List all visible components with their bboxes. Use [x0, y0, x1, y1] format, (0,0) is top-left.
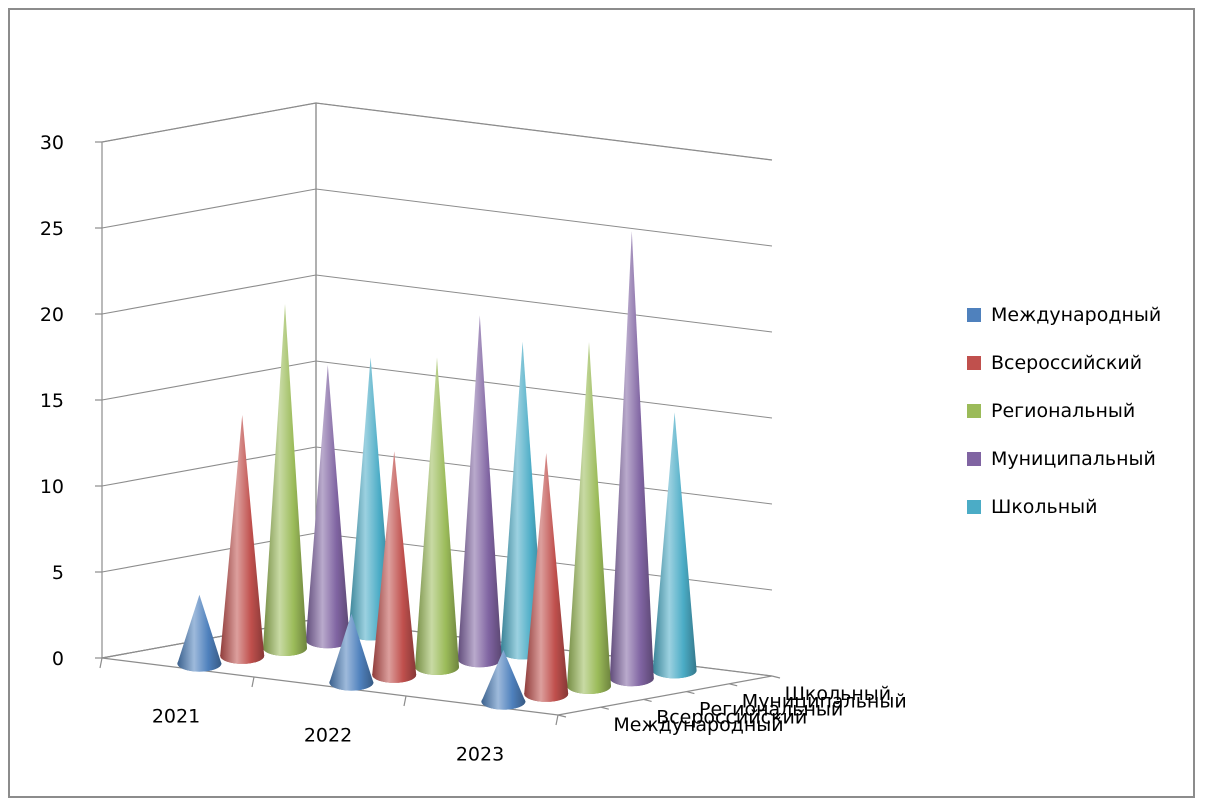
cone-региональный-2023: [567, 342, 611, 694]
y-tick-label: 5: [52, 562, 64, 584]
depth-tick: [557, 714, 567, 718]
gridline: [101, 102, 773, 161]
cone-body: [524, 453, 569, 702]
cone-международный-2022: [329, 613, 374, 691]
legend-item-международный: Международный: [967, 304, 1161, 326]
cone-всероссийский-2023: [524, 453, 569, 702]
depth-tick: [729, 683, 738, 687]
cone-body: [500, 341, 545, 660]
depth-tick: [686, 691, 695, 695]
cone-body: [220, 415, 265, 664]
cone-всероссийский-2021: [220, 415, 265, 664]
legend-label: Муниципальный: [991, 448, 1156, 470]
cone-региональный-2021: [263, 304, 307, 656]
legend-label: Всероссийский: [991, 352, 1142, 374]
gridline: [101, 360, 773, 419]
cone-body: [609, 231, 654, 687]
data-cones: [177, 231, 697, 710]
depth-tick-label: Всероссийский: [656, 706, 807, 728]
cone-международный-2021: [177, 594, 222, 672]
x-tick: [403, 695, 407, 707]
cone-муниципальный-2023: [609, 231, 654, 687]
cone-body: [177, 594, 222, 672]
legend-swatch: [967, 356, 981, 370]
depth-tick-label: Региональный: [699, 699, 843, 721]
legend-item-муниципальный: Муниципальный: [967, 448, 1156, 470]
x-tick-label: 2022: [304, 725, 352, 747]
cone-body: [329, 613, 374, 691]
x-tick: [555, 714, 559, 726]
legend-label: Региональный: [991, 400, 1135, 422]
cone-body: [481, 650, 526, 710]
cone-школьный-2023: [652, 412, 697, 679]
legend-item-региональный: Региональный: [967, 400, 1135, 422]
x-tick: [251, 676, 255, 688]
depth-tick-label: Муниципальный: [742, 691, 907, 713]
depth-tick-label: Школьный: [785, 683, 892, 705]
cone-body: [372, 451, 417, 683]
cone-body: [263, 304, 307, 656]
depth-tick: [643, 698, 652, 702]
legend-label: Школьный: [991, 496, 1098, 518]
cone-международный-2023: [481, 650, 526, 710]
legend-item-всероссийский: Всероссийский: [967, 352, 1142, 374]
cone-body: [305, 365, 350, 649]
legend-swatch: [967, 500, 981, 514]
legend-label: Международный: [991, 304, 1161, 326]
depth-tick-label: Международный: [613, 714, 783, 736]
legend-swatch: [967, 452, 981, 466]
x-tick-label: 2021: [152, 706, 200, 728]
legend-swatch: [967, 404, 981, 418]
y-tick-label: 0: [52, 648, 64, 670]
legend-item-школьный: Школьный: [967, 496, 1098, 518]
x-tick: [99, 657, 103, 669]
y-tick-label: 25: [40, 218, 64, 240]
axis-labels: 0 5 10 15 20 25 30 2021 2022 2023 МеждународныйВсе…: [40, 132, 907, 766]
cone-региональный-2022: [415, 357, 459, 675]
cone-муниципальный-2021: [305, 365, 350, 649]
cone-всероссийский-2022: [372, 451, 417, 683]
y-tick-label: 30: [40, 132, 64, 154]
cone-муниципальный-2022: [457, 315, 502, 668]
depth-tick: [600, 706, 609, 710]
y-tick-label: 20: [40, 304, 64, 326]
cone-body: [415, 357, 459, 675]
gridline: [101, 274, 773, 333]
cone-body: [457, 315, 502, 668]
legend-swatch: [967, 308, 981, 322]
x-tick-label: 2023: [456, 744, 504, 766]
depth-tick: [771, 675, 781, 679]
cone-body: [652, 412, 697, 679]
legend: Международный Всероссийский Региональный Му…: [967, 304, 1161, 518]
gridline: [101, 188, 773, 247]
cone-body: [348, 357, 393, 641]
cone-body: [567, 342, 611, 694]
y-tick-label: 15: [40, 390, 64, 412]
axes: [95, 141, 781, 726]
y-tick-label: 10: [40, 476, 64, 498]
